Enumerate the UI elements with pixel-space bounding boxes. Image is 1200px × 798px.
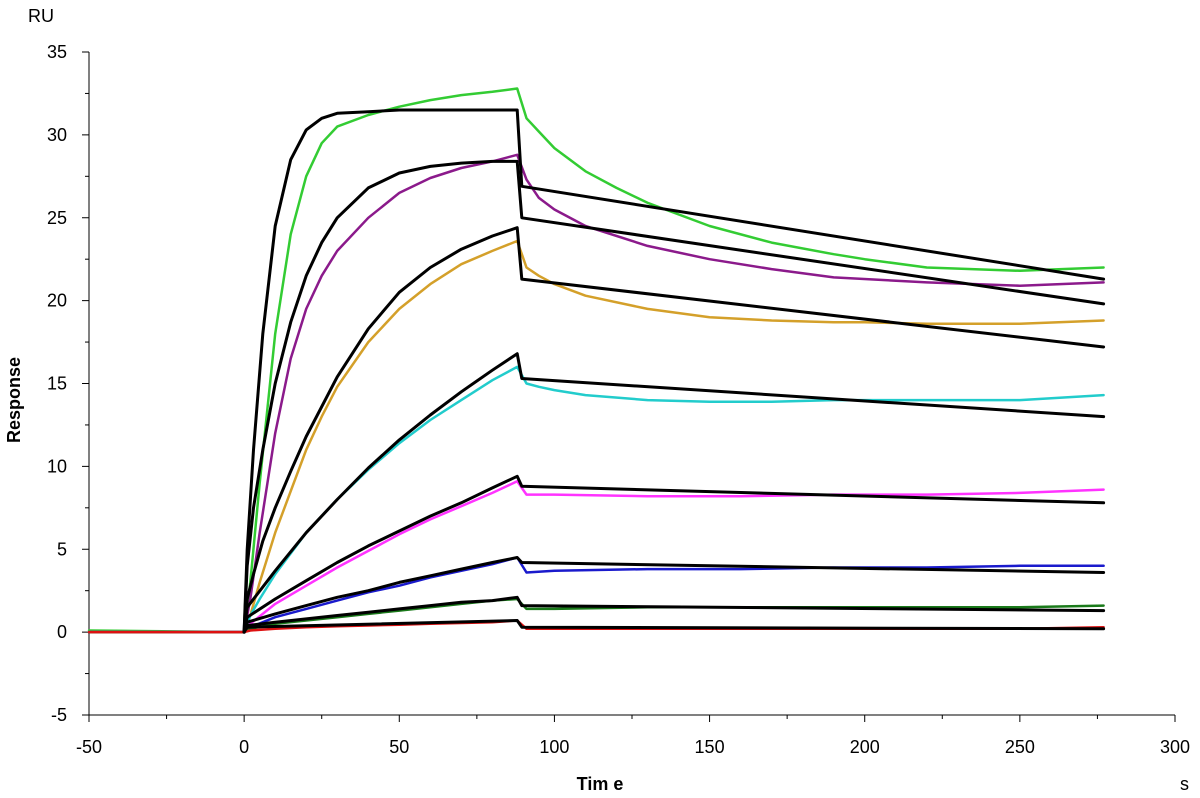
fit-curve-13 [242, 474, 1106, 634]
axes [82, 51, 1176, 722]
y-tick-label: -5 [51, 705, 67, 725]
y-unit-label: RU [28, 6, 54, 26]
x-axis-title: Tim e [577, 774, 624, 794]
fit-curve-12 [242, 352, 1106, 634]
fit-curve-14 [242, 556, 1106, 634]
x-tick-label: 0 [239, 737, 249, 757]
x-tick-label: 150 [695, 737, 725, 757]
x-unit-label: s [1180, 774, 1189, 794]
fit-curve-11 [242, 226, 1106, 634]
y-tick-label: 30 [47, 125, 67, 145]
y-tick-label: 0 [57, 622, 67, 642]
x-tick-label: -50 [76, 737, 102, 757]
y-tick-label: 25 [47, 208, 67, 228]
response-curve-4 [87, 365, 1105, 634]
x-tick-label: 100 [539, 737, 569, 757]
x-tick-label: 250 [1005, 737, 1035, 757]
response-curve-2 [87, 153, 1105, 634]
response-curve-1 [87, 87, 1105, 634]
fit-curve-15 [242, 595, 1106, 634]
y-axis-title: Response [4, 357, 24, 443]
x-tick-label: 300 [1160, 737, 1190, 757]
fit-curve-10 [242, 159, 1106, 634]
series-layer [87, 87, 1106, 634]
y-tick-label: 15 [47, 374, 67, 394]
response-curve-3 [87, 239, 1105, 634]
x-tick-label: 200 [850, 737, 880, 757]
y-tick-label: 20 [47, 291, 67, 311]
fit-curve-9 [242, 108, 1106, 634]
y-tick-label: 35 [47, 42, 67, 62]
y-tick-label: 5 [57, 539, 67, 559]
y-tick-label: 10 [47, 456, 67, 476]
fit-curve-16 [242, 619, 1106, 634]
x-tick-label: 50 [389, 737, 409, 757]
